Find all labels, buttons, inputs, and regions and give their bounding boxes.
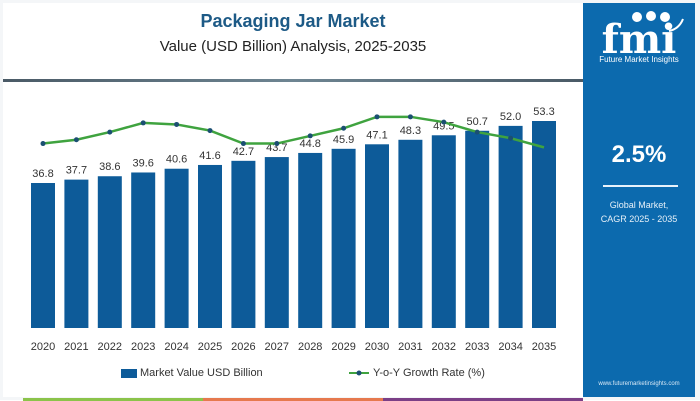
growth-marker [274,141,280,147]
cagr-value: 2.5% [611,141,667,168]
svg-text:fmi: fmi [602,16,677,63]
cagr-divider [603,185,678,187]
bar-value-label: 36.8 [32,168,53,180]
bar-value-label: 47.1 [366,129,387,141]
bar-2020 [31,183,55,328]
x-tick-label: 2028 [298,341,322,353]
legend-bar-swatch [121,368,137,378]
website-link[interactable]: www.futuremarketinsights.com [598,381,680,387]
growth-marker [240,141,246,147]
fmi-logo-icon: fmi [602,11,684,63]
bar-value-label: 50.7 [466,116,487,128]
x-tick-label: 2033 [465,341,489,353]
growth-marker [508,135,514,141]
x-tick-label: 2031 [398,341,422,353]
growth-marker [441,119,447,125]
bar-value-label: 39.6 [132,157,153,169]
brand-tagline: Future Market Insights [599,55,679,64]
main-panel: Packaging Jar Market Value (USD Billion)… [3,3,583,401]
bar-2029 [331,148,356,328]
growth-marker [374,114,380,120]
x-tick-label: 2022 [98,341,122,353]
bar-value-label: 44.8 [299,138,320,150]
growth-marker [73,137,79,143]
growth-marker [341,125,347,131]
chart-subtitle: Value (USD Billion) Analysis, 2025-2035 [159,38,427,55]
bar-2035 [532,121,556,328]
bar-2034 [498,125,523,328]
cagr-label: Global Market, CAGR 2025 - 2035 [583,198,695,226]
bar-2028 [298,152,323,328]
bar-2023 [131,172,156,328]
legend-bar-label: Market Value USD Billion [140,367,263,379]
bar-2022 [97,176,122,328]
bar-2026 [231,160,256,328]
bar-value-label: 41.6 [199,150,220,162]
bar-value-label: 48.3 [400,125,421,137]
growth-marker [407,114,413,120]
cagr-label-line2: CAGR 2025 - 2035 [600,214,678,224]
chart-title: Packaging Jar Market [200,11,386,31]
bar-value-label: 37.7 [66,165,87,177]
header-divider [3,79,583,82]
x-tick-label: 2035 [532,341,556,353]
x-tick-label: 2034 [498,341,522,353]
x-tick-label: 2027 [265,341,289,353]
bar-2024 [164,168,189,328]
legend-line: Y-o-Y Growth Rate (%) [348,367,485,379]
growth-line [42,115,545,149]
x-tick-label: 2026 [231,341,255,353]
bar-value-label: 42.7 [233,146,254,158]
x-tick-label: 2021 [64,341,88,353]
x-tick-label: 2025 [198,341,222,353]
side-panel: fmi Future Market Insights 2.5% Global M… [583,3,695,397]
growth-marker [474,129,480,135]
bar-2030 [365,144,389,328]
bar-2031 [398,139,423,328]
growth-marker [207,128,213,134]
bar-value-label: 40.6 [166,154,187,166]
bar-value-label: 38.6 [99,161,120,173]
legend-line-label: Y-o-Y Growth Rate (%) [373,367,485,379]
bar-2033 [465,130,490,328]
bar-value-label: 45.9 [333,134,354,146]
chart-area: 36.8 37.7 38.6 39.6 40.6 41.6 42.7 43.7 44.8 45.9… [31,106,556,353]
cagr-label-line1: Global Market, [609,200,669,210]
legend-line-swatch [349,370,369,376]
bar-value-label: 52.0 [500,111,521,123]
bar-2025 [198,164,222,328]
x-tick-label: 2023 [131,341,155,353]
x-tick-label: 2020 [31,341,55,353]
growth-marker [140,120,146,126]
bar-2027 [264,157,289,328]
growth-marker [307,133,313,139]
growth-marker [107,129,113,135]
x-tick-label: 2032 [432,341,456,353]
x-tick-label: 2029 [331,341,355,353]
x-tick-label: 2024 [164,341,188,353]
legend-bar: Market Value USD Billion [121,367,263,379]
bar-2032 [431,135,456,328]
x-tick-label: 2030 [365,341,389,353]
growth-marker [174,121,180,127]
bar-2021 [64,179,89,328]
bar-value-label: 53.3 [533,106,554,118]
bar-value-label: 43.7 [266,142,287,154]
growth-marker [40,141,46,147]
